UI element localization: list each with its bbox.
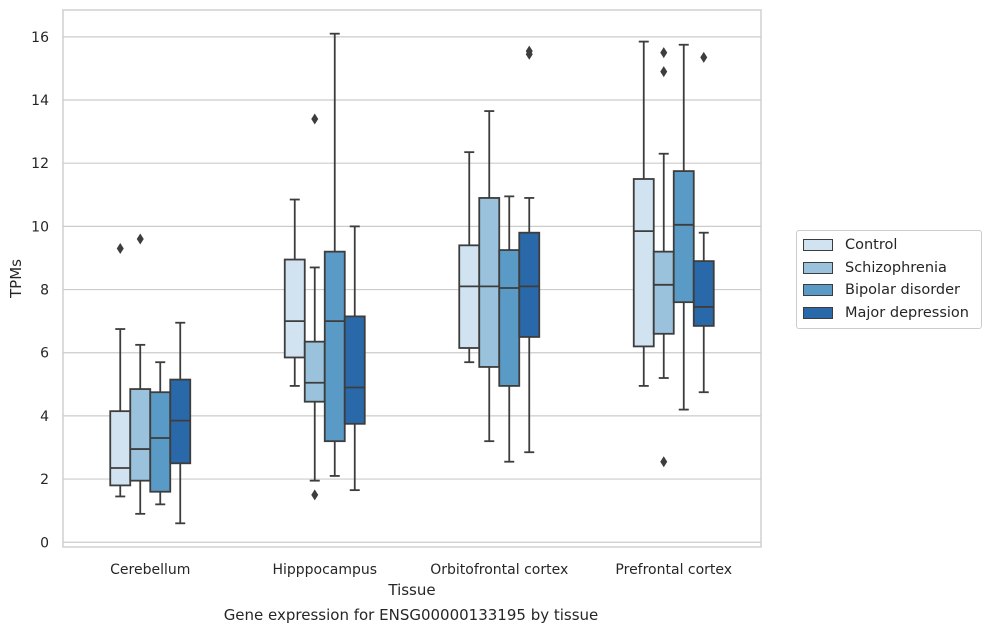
- box-iqr: [458, 244, 481, 349]
- x-tick-label: Prefrontal cortex: [615, 562, 732, 578]
- outlier-point: [525, 48, 533, 60]
- outlier-point: [136, 233, 144, 245]
- box-iqr: [283, 258, 306, 359]
- outlier-point: [700, 51, 708, 63]
- box-iqr: [129, 388, 152, 482]
- box-orbitofrontal-cortex-bipolar-disorder: [498, 195, 521, 463]
- box-prefrontal-cortex-schizophrenia: [652, 47, 675, 468]
- box-groups: [109, 32, 715, 525]
- y-tick-label: 14: [31, 93, 49, 109]
- box-hipppocampus-schizophrenia: [303, 113, 326, 501]
- box-orbitofrontal-cortex-schizophrenia: [478, 110, 501, 443]
- outlier-point: [660, 456, 668, 468]
- box-hipppocampus-major-depression: [343, 225, 366, 492]
- legend-label: Schizophrenia: [845, 259, 947, 276]
- y-tick-label: 16: [31, 30, 49, 46]
- plot-frame: [62, 9, 762, 548]
- box-iqr: [632, 178, 655, 348]
- outlier-point: [660, 66, 668, 78]
- box-hipppocampus-bipolar-disorder: [323, 32, 346, 477]
- legend-item: Bipolar disorder: [797, 279, 981, 302]
- box-iqr: [303, 340, 326, 403]
- outlier-point: [660, 47, 668, 59]
- legend-item: Major depression: [797, 302, 981, 325]
- x-tick-label: Orbitofrontal cortex: [430, 562, 568, 578]
- box-iqr: [149, 391, 172, 493]
- box-cerebellum-bipolar-disorder: [149, 361, 172, 506]
- legend-label: Bipolar disorder: [845, 282, 960, 299]
- box-iqr: [652, 250, 675, 335]
- box-prefrontal-cortex-control: [632, 40, 655, 387]
- x-tick-labels: Cerebellum Hipppocampus Orbitofrontal cort…: [110, 562, 732, 578]
- box-iqr: [343, 315, 366, 425]
- legend: Control Schizophrenia Bipolar disorder Majo…: [796, 230, 982, 329]
- legend-swatch: [803, 284, 833, 297]
- box-orbitofrontal-cortex-control: [458, 151, 481, 364]
- box-iqr: [323, 250, 346, 443]
- outlier-point: [311, 113, 319, 125]
- legend-label: Control: [845, 237, 898, 254]
- y-tick-label: 12: [31, 156, 49, 172]
- box-iqr: [672, 170, 695, 304]
- chart-caption: Gene expression for ENSG00000133195 by t…: [223, 606, 599, 624]
- y-tick-labels: 0 2 4 6 8 10 12 14 16: [31, 30, 49, 551]
- box-iqr: [498, 249, 521, 387]
- y-tick-label: 10: [31, 219, 49, 235]
- box-iqr: [518, 231, 541, 338]
- box-cerebellum-control: [109, 242, 132, 498]
- x-axis-label: Tissue: [387, 581, 435, 599]
- y-tick-label: 4: [40, 409, 49, 425]
- box-iqr: [478, 197, 501, 368]
- legend-item: Control: [797, 234, 981, 257]
- box-hipppocampus-control: [283, 198, 306, 387]
- legend-item: Schizophrenia: [797, 257, 981, 280]
- x-tick-label: Hipppocampus: [272, 562, 377, 578]
- box-cerebellum-schizophrenia: [129, 233, 152, 515]
- box-prefrontal-cortex-bipolar-disorder: [672, 43, 695, 411]
- legend-swatch: [803, 239, 833, 252]
- box-iqr: [692, 260, 715, 327]
- x-tick-label: Cerebellum: [110, 562, 190, 578]
- y-tick-label: 0: [40, 535, 49, 551]
- outlier-point: [311, 489, 319, 501]
- y-tick-label: 8: [40, 283, 49, 299]
- legend-swatch: [803, 306, 833, 319]
- box-iqr: [109, 410, 132, 487]
- legend-label: Major depression: [845, 304, 969, 321]
- y-tick-label: 6: [40, 346, 49, 362]
- y-tick-label: 2: [40, 472, 49, 488]
- box-orbitofrontal-cortex-major-depression: [518, 45, 541, 454]
- box-prefrontal-cortex-major-depression: [692, 51, 715, 394]
- legend-swatch: [803, 261, 833, 274]
- y-axis-label: TPMs: [7, 259, 25, 299]
- box-cerebellum-major-depression: [169, 321, 192, 525]
- outlier-point: [116, 242, 124, 254]
